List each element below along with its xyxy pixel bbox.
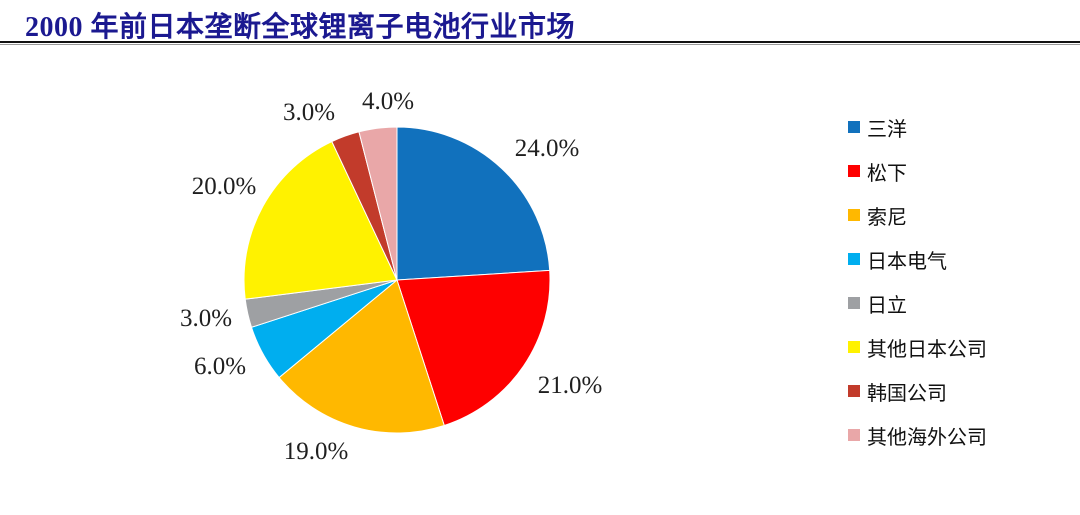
pie-slice-1 [396, 269, 551, 427]
legend-swatch-icon [848, 121, 860, 133]
legend-item-7: 其他海外公司 [848, 413, 987, 457]
pie-svg [243, 126, 551, 434]
legend-swatch-icon [848, 165, 860, 177]
pie-slice-5 [243, 140, 398, 300]
pie-label-7: 4.0% [361, 88, 415, 115]
title-underline [0, 41, 1080, 43]
legend-label: 其他日本公司 [867, 338, 987, 361]
legend-label: 日本电气 [867, 250, 947, 273]
chart-legend: 三洋松下索尼日本电气日立其他日本公司 韩国公司其他海外公司 [848, 105, 987, 457]
pie-label-5: 20.0% [191, 173, 257, 200]
pie-label-4: 3.0% [179, 305, 233, 332]
legend-label: 其他海外公司 [867, 426, 987, 449]
legend-label: 索尼 [867, 206, 907, 229]
pie-chart: 24.0% 21.0% 19.0% 6.0% 3.0% 20.0% 3.0% 4.0% 三洋松… [0, 50, 1080, 515]
legend-swatch-icon [848, 341, 860, 353]
legend-item-6: 韩国公司 [848, 369, 987, 413]
pie-label-0: 24.0% [514, 135, 580, 162]
legend-swatch-icon [848, 209, 860, 221]
pie-slice-2 [278, 279, 445, 434]
legend-label: 韩国公司 [867, 382, 947, 405]
pie-slice-7 [358, 126, 398, 281]
legend-label: 松下 [867, 162, 907, 185]
pie-label-2: 19.0% [283, 438, 349, 465]
pie-slice-0 [396, 126, 551, 281]
legend-swatch-icon [848, 253, 860, 265]
legend-swatch-icon [848, 297, 860, 309]
legend-swatch-icon [848, 385, 860, 397]
legend-item-4: 日立 [848, 281, 987, 325]
legend-label: 三洋 [867, 118, 907, 141]
legend-swatch-icon [848, 429, 860, 441]
pie-label-6: 3.0% [282, 99, 336, 126]
pie-label-1: 21.0% [537, 372, 603, 399]
pie-label-3: 6.0% [193, 353, 247, 380]
legend-item-3: 日本电气 [848, 237, 987, 281]
legend-label: 日立 [867, 294, 907, 317]
legend-item-2: 索尼 [848, 193, 987, 237]
legend-item-5: 其他日本公司 [848, 325, 987, 369]
title-underline-shadow [0, 44, 1080, 45]
legend-item-1: 松下 [848, 149, 987, 193]
legend-item-0: 三洋 [848, 105, 987, 149]
page-title: 2000 年前日本垄断全球锂离子电池行业市场 [25, 12, 576, 43]
